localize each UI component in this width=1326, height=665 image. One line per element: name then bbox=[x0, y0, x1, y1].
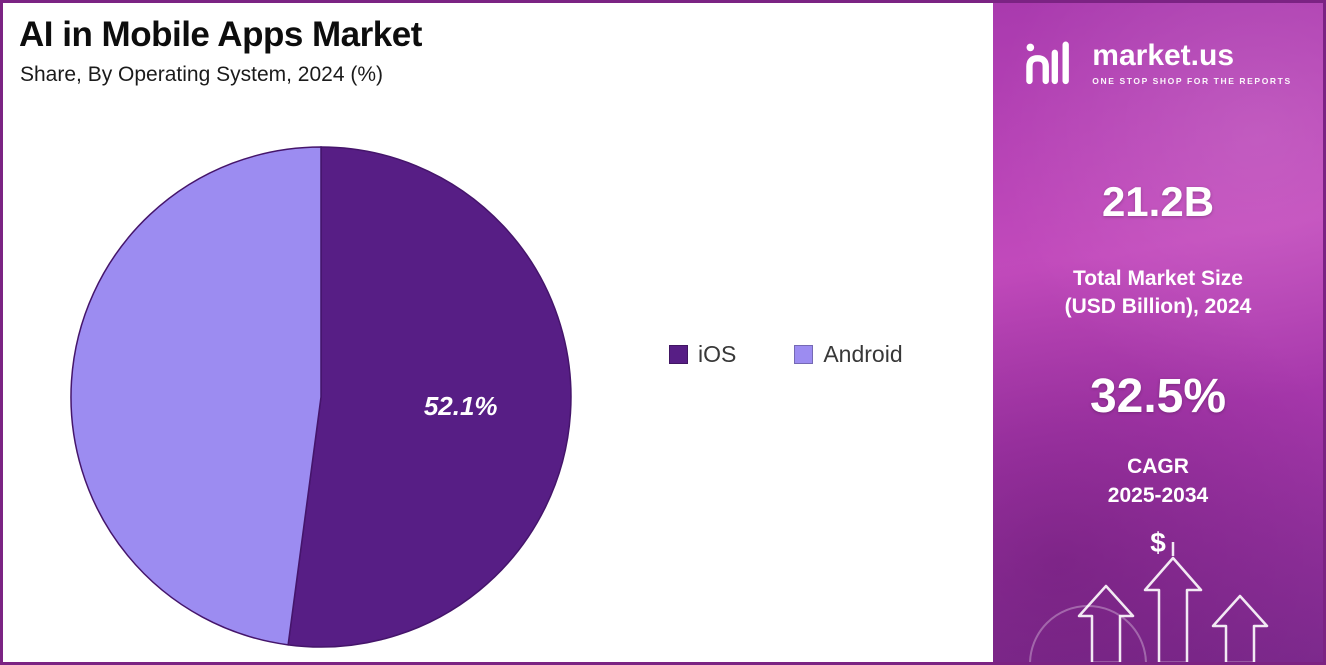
legend-label-ios: iOS bbox=[698, 341, 737, 367]
cagr-period: 2025-2034 bbox=[1107, 484, 1209, 507]
chart-legend: iOS Android bbox=[669, 341, 903, 368]
chart-area: AI in Mobile Apps Market Share, By Opera… bbox=[3, 3, 990, 662]
cagr-label: CAGR bbox=[1127, 455, 1189, 478]
legend-item-android: Android bbox=[794, 341, 903, 368]
logo-text-block: market.us ONE STOP SHOP FOR THE REPORTS bbox=[1092, 39, 1292, 87]
dollar-icon: $ bbox=[1150, 527, 1166, 558]
side-panel: market.us ONE STOP SHOP FOR THE REPORTS … bbox=[993, 3, 1323, 662]
growth-arrows-icon bbox=[1029, 542, 1269, 662]
marketus-logo-icon bbox=[1024, 37, 1082, 90]
pie-slice-ios bbox=[287, 146, 572, 648]
legend-swatch-android bbox=[794, 345, 814, 364]
logo-wordmark: market.us bbox=[1092, 39, 1235, 72]
legend-label-android: Android bbox=[823, 341, 903, 367]
brand-logo: market.us ONE STOP SHOP FOR THE REPORTS bbox=[993, 37, 1323, 90]
chart-subtitle: Share, By Operating System, 2024 (%) bbox=[20, 63, 383, 86]
page-title: AI in Mobile Apps Market bbox=[19, 15, 422, 54]
pie-chart: 52.1% bbox=[70, 146, 572, 648]
pie-chart-container: 52.1% bbox=[65, 141, 577, 653]
market-size-label: Total Market Size (USD Billion), 2024 bbox=[993, 265, 1323, 322]
legend-item-ios: iOS bbox=[669, 341, 736, 368]
pie-slice-label: 52.1% bbox=[424, 391, 498, 421]
cagr-value: 32.5% bbox=[1089, 370, 1227, 423]
market-size-label-line1: Total Market Size bbox=[1073, 267, 1243, 290]
market-size-label-line2: (USD Billion), 2024 bbox=[1064, 295, 1252, 319]
logo-tagline: ONE STOP SHOP FOR THE REPORTS bbox=[1092, 76, 1292, 86]
pie-slice-android bbox=[70, 146, 322, 646]
legend-swatch-ios bbox=[669, 345, 688, 364]
market-size-value: 21.2B bbox=[1101, 178, 1215, 225]
